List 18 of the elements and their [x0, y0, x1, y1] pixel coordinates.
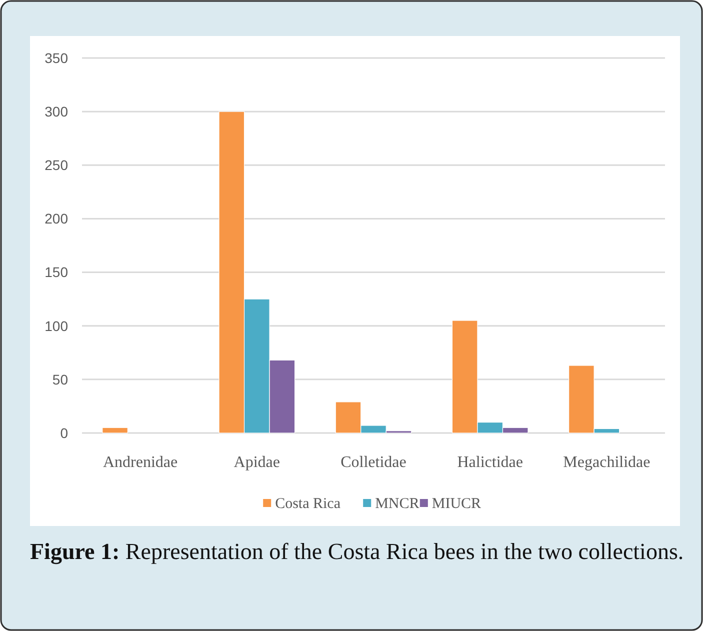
y-tick-label: 150	[44, 264, 68, 280]
y-tick-label: 350	[44, 50, 68, 66]
y-tick-label: 200	[44, 210, 68, 227]
y-tick-label: 100	[44, 318, 68, 334]
legend-label: MNCR	[375, 496, 420, 512]
bar	[102, 427, 128, 434]
y-tick-label: 300	[44, 103, 68, 120]
x-tick-label: Apidae	[234, 454, 280, 471]
x-tick-label: Colletidae	[340, 454, 406, 471]
y-tick-label: 0	[60, 424, 68, 441]
x-tick-label: Megachilidae	[563, 454, 650, 471]
x-tick-label: Andrenidae	[102, 454, 178, 471]
legend-label: Costa Rica	[275, 496, 341, 512]
caption: Figure 1: Representation of the Costa Rica bees in the two collections.	[30, 538, 685, 566]
y-tick-label: 50	[52, 371, 68, 388]
legend-label: MIUCR	[432, 496, 482, 512]
y-tick-label: 250	[44, 157, 68, 174]
x-tick-label: Halictidae	[457, 454, 523, 471]
